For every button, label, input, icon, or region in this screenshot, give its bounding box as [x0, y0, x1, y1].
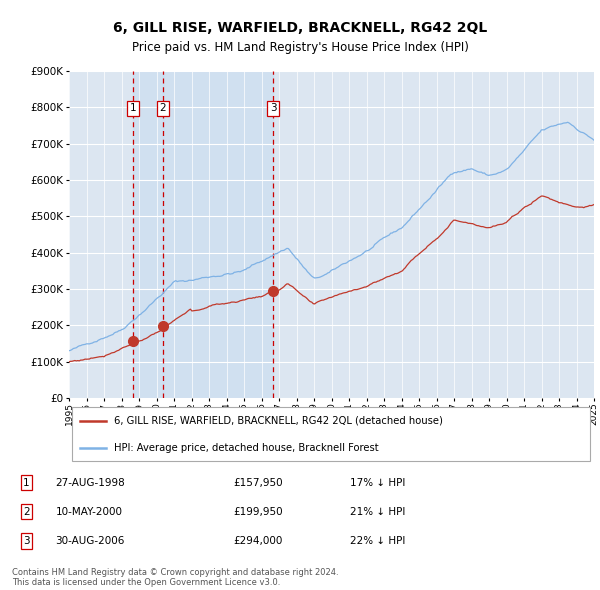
Text: 27-AUG-1998: 27-AUG-1998: [56, 477, 125, 487]
Text: 3: 3: [23, 536, 30, 546]
Text: 2: 2: [160, 103, 166, 113]
Text: £157,950: £157,950: [233, 477, 283, 487]
Text: £294,000: £294,000: [233, 536, 283, 546]
Text: 1: 1: [130, 103, 136, 113]
Text: 2: 2: [23, 507, 30, 517]
Text: 17% ↓ HPI: 17% ↓ HPI: [350, 477, 405, 487]
Bar: [133, 71, 163, 398]
Text: 6, GILL RISE, WARFIELD, BRACKNELL, RG42 2QL: 6, GILL RISE, WARFIELD, BRACKNELL, RG42 …: [113, 21, 487, 35]
Text: 3: 3: [270, 103, 277, 113]
Text: Price paid vs. HM Land Registry's House Price Index (HPI): Price paid vs. HM Land Registry's House …: [131, 41, 469, 54]
Text: 10-MAY-2000: 10-MAY-2000: [56, 507, 122, 517]
Bar: [163, 71, 273, 398]
Text: Contains HM Land Registry data © Crown copyright and database right 2024.
This d: Contains HM Land Registry data © Crown c…: [12, 568, 338, 587]
Text: 1: 1: [23, 477, 30, 487]
Text: 6, GILL RISE, WARFIELD, BRACKNELL, RG42 2QL (detached house): 6, GILL RISE, WARFIELD, BRACKNELL, RG42 …: [113, 416, 443, 425]
Text: 30-AUG-2006: 30-AUG-2006: [56, 536, 125, 546]
Text: 21% ↓ HPI: 21% ↓ HPI: [350, 507, 405, 517]
Text: HPI: Average price, detached house, Bracknell Forest: HPI: Average price, detached house, Brac…: [113, 443, 378, 453]
Text: £199,950: £199,950: [233, 507, 283, 517]
Text: 22% ↓ HPI: 22% ↓ HPI: [350, 536, 405, 546]
FancyBboxPatch shape: [71, 407, 590, 461]
